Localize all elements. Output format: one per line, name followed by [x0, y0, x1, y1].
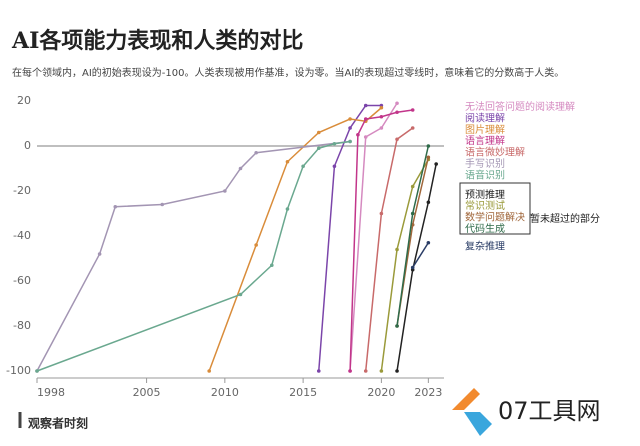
point: [410, 108, 415, 112]
point: [348, 139, 352, 144]
point: [363, 135, 368, 139]
point: [363, 369, 368, 373]
legend-label: 语言理解: [465, 134, 505, 147]
series-line: [396, 157, 430, 327]
legend-label: 代码生成: [465, 222, 505, 235]
point: [223, 189, 227, 193]
legend-label: 常识测试: [465, 199, 505, 212]
point: [379, 126, 384, 130]
point: [363, 117, 368, 121]
point: [379, 211, 384, 216]
y-tick-label: -40: [13, 229, 31, 242]
point: [285, 207, 290, 211]
point: [316, 130, 321, 135]
series-line: [380, 159, 429, 372]
point: [285, 159, 290, 164]
point: [410, 265, 415, 270]
point: [426, 200, 431, 205]
series-line: [349, 109, 413, 372]
legend-label: 手写识别: [465, 157, 505, 170]
point: [35, 369, 39, 373]
x-tick-label: 2010: [211, 386, 239, 399]
x-tick-label: 2005: [133, 386, 161, 399]
point: [395, 369, 399, 373]
point: [395, 101, 399, 106]
series-line: [412, 242, 429, 268]
chart-subtitle: 在每个领域内，AI的初始表现设为-100。人类表现被用作基准，设为零。当AI的表…: [12, 66, 564, 79]
series-line: [364, 127, 414, 372]
legend-label: 语音识别: [465, 168, 505, 181]
point: [332, 141, 337, 146]
point: [238, 166, 243, 171]
point: [113, 204, 118, 209]
series-line: [396, 163, 437, 372]
annotation: 暂未超过的部分: [530, 212, 600, 225]
y-tick-label: -60: [13, 274, 31, 287]
point: [348, 369, 352, 373]
y-tick-label: -100: [6, 364, 31, 377]
y-tick-label: 20: [17, 94, 31, 107]
point: [348, 117, 352, 121]
logo: [452, 388, 480, 410]
legend-label: 无法回答问题的阅读理解: [465, 100, 575, 113]
point: [379, 369, 384, 373]
point: [316, 146, 321, 151]
point: [434, 162, 438, 166]
point: [238, 292, 243, 297]
point: [301, 164, 305, 169]
point: [332, 164, 337, 169]
point: [426, 155, 431, 160]
point: [426, 144, 431, 148]
point: [254, 243, 258, 247]
x-tick-label: 2020: [367, 386, 395, 399]
point: [254, 150, 258, 155]
point: [160, 202, 165, 207]
logo: [464, 412, 492, 436]
watermark: 07工具网: [498, 397, 601, 425]
x-tick-label: 1998: [37, 386, 65, 399]
chart-title: AI各项能力表现和人类的对比: [11, 28, 303, 54]
legend-label: 阅读理解: [465, 111, 505, 124]
point: [348, 126, 352, 130]
source: 观察者时刻: [28, 416, 88, 431]
point: [363, 103, 368, 108]
legend-label: 预测推理: [465, 188, 505, 201]
point: [207, 369, 211, 373]
series-line: [36, 140, 351, 372]
point: [270, 263, 274, 268]
series-line: [36, 140, 351, 372]
legend-label: 语言微妙理解: [465, 146, 525, 159]
legend-label: 复杂推理: [465, 239, 505, 252]
point: [379, 105, 384, 110]
point: [395, 324, 399, 328]
y-tick-label: 0: [24, 139, 31, 152]
point: [316, 369, 321, 373]
legend-label: 图片理解: [465, 123, 505, 136]
group-box: [459, 182, 531, 235]
series-line: [349, 102, 398, 372]
point: [395, 247, 399, 252]
point: [379, 114, 384, 119]
y-tick-label: -80: [13, 319, 31, 332]
point: [410, 211, 415, 216]
point: [356, 132, 360, 137]
point: [410, 184, 415, 189]
series-line: [208, 107, 382, 372]
point: [395, 110, 399, 115]
point: [426, 240, 431, 245]
point: [97, 252, 102, 256]
y-tick-label: -20: [13, 184, 31, 197]
point: [395, 137, 399, 142]
point: [410, 126, 415, 130]
legend-label: 数学问题解决: [465, 211, 525, 224]
x-tick-label: 2023: [414, 386, 442, 399]
x-tick-label: 2015: [289, 386, 317, 399]
